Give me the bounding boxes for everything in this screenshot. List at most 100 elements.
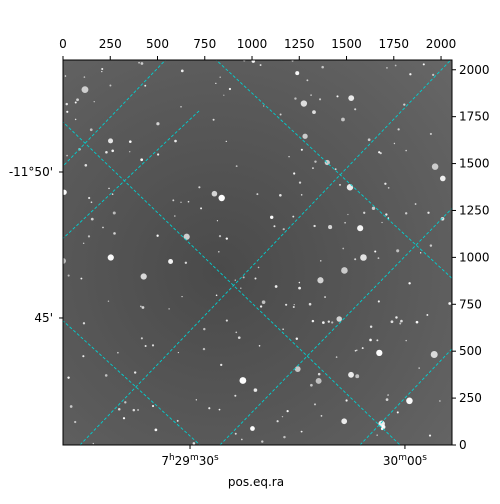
star: [426, 314, 429, 316]
star: [151, 404, 155, 408]
star: [187, 200, 190, 203]
star: [242, 276, 245, 279]
star: [141, 306, 145, 309]
star: [356, 349, 358, 351]
y-tick-label: 750: [459, 297, 482, 311]
star: [228, 87, 232, 91]
star: [320, 414, 323, 417]
star: [385, 213, 388, 216]
star: [354, 108, 357, 111]
star: [369, 325, 373, 329]
star: [399, 322, 402, 325]
star: [195, 399, 197, 401]
star: [310, 94, 312, 96]
star: [348, 371, 354, 378]
star: [261, 300, 266, 304]
star: [69, 405, 73, 408]
star: [360, 254, 367, 261]
star: [183, 233, 190, 240]
star: [218, 251, 220, 253]
star: [235, 165, 238, 168]
ra-tick-label: 30m00s: [383, 453, 427, 468]
star: [234, 432, 237, 435]
star: [312, 110, 316, 115]
star: [341, 418, 348, 425]
star: [139, 305, 142, 308]
star: [140, 273, 147, 280]
star: [376, 434, 378, 436]
star: [74, 118, 77, 121]
star: [101, 67, 104, 71]
x-tick-label: 250: [99, 37, 122, 51]
star: [345, 399, 348, 402]
y-tick-label: 1000: [459, 250, 490, 264]
star: [93, 100, 95, 103]
star: [270, 215, 274, 219]
grid-line: [219, 207, 452, 445]
star: [102, 226, 104, 229]
star: [109, 84, 112, 87]
star: [429, 132, 432, 136]
star: [448, 302, 452, 305]
star: [82, 242, 85, 245]
star: [203, 327, 206, 331]
x-tick-label: 1000: [237, 37, 268, 51]
star: [387, 187, 390, 189]
star: [390, 320, 394, 324]
star: [63, 257, 66, 264]
star: [414, 203, 417, 205]
star: [172, 199, 175, 202]
star: [82, 322, 86, 325]
star: [405, 339, 407, 342]
star: [320, 260, 322, 262]
star: [378, 151, 381, 154]
star: [342, 247, 345, 250]
star: [302, 133, 308, 139]
star: [319, 98, 322, 101]
star: [108, 138, 114, 144]
star: [295, 71, 300, 76]
star: [234, 279, 236, 281]
star: [294, 97, 297, 100]
star: [176, 419, 179, 422]
star: [300, 148, 303, 151]
star: [317, 277, 324, 284]
star: [212, 118, 215, 121]
x-tick-label: 2000: [426, 37, 457, 51]
star: [257, 266, 260, 269]
star: [408, 282, 411, 285]
star: [292, 215, 295, 218]
star: [344, 221, 346, 224]
star: [218, 194, 225, 202]
star: [295, 337, 299, 340]
star: [132, 408, 136, 412]
star: [198, 186, 201, 189]
star: [387, 394, 389, 396]
stars: [63, 60, 452, 445]
star: [216, 220, 219, 222]
star: [281, 415, 284, 418]
star: [225, 319, 228, 322]
star: [140, 62, 144, 65]
star: [259, 64, 262, 67]
star: [310, 383, 313, 387]
x-tick-label: 1250: [284, 37, 315, 51]
star: [177, 351, 180, 354]
star: [377, 257, 380, 259]
star: [80, 277, 83, 280]
star: [306, 79, 309, 82]
star: [137, 409, 139, 411]
star: [81, 86, 89, 94]
star: [101, 70, 103, 73]
star: [192, 442, 196, 445]
star: [283, 435, 286, 439]
star: [261, 440, 264, 443]
star: [234, 394, 237, 397]
star: [430, 350, 438, 358]
y-tick-label: 0: [459, 438, 467, 452]
star: [90, 201, 93, 204]
star: [439, 175, 446, 182]
star: [369, 338, 372, 342]
star: [144, 84, 147, 87]
grid-line: [63, 320, 201, 445]
